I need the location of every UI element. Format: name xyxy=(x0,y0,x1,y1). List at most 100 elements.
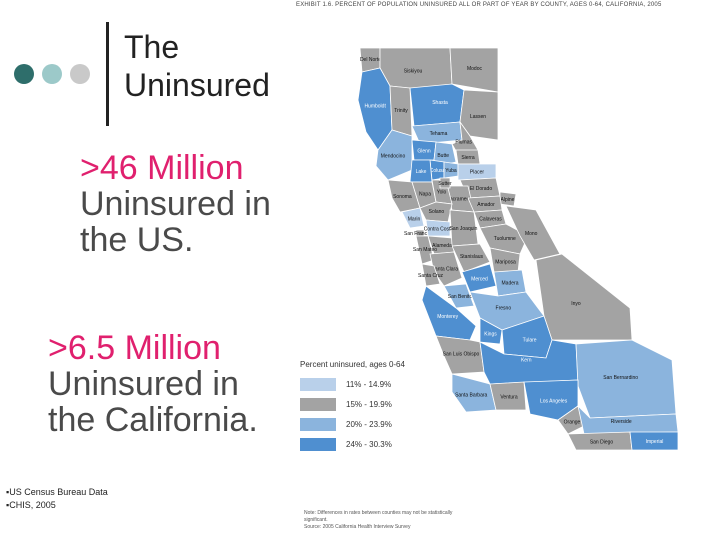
ca-uninsured-line-2: Uninsured in xyxy=(48,365,239,403)
county-label: Butte xyxy=(437,153,449,159)
footnote-note: Note: Differences in rates between count… xyxy=(304,510,453,523)
county-label: Yuba xyxy=(445,168,457,174)
county-label: Alpine xyxy=(501,197,515,203)
county-label: San Benito xyxy=(448,294,473,300)
legend-title: Percent uninsured, ages 0-64 xyxy=(300,360,405,369)
county-label: Tuolumne xyxy=(494,236,516,242)
county-label: Mendocino xyxy=(381,153,406,159)
sources-list: ▪US Census Bureau Data ▪CHIS, 2005 xyxy=(6,486,108,512)
legend-swatch xyxy=(300,377,336,391)
county-label: Contra Costa xyxy=(424,227,454,233)
county-label: El Dorado xyxy=(470,186,492,192)
county-riverside xyxy=(577,404,679,435)
county-label: Modoc xyxy=(467,66,483,72)
county-label: Ventura xyxy=(500,395,517,401)
county-santa-barbara xyxy=(451,373,497,413)
legend-label: 20% - 23.9% xyxy=(346,419,392,429)
legend-row: 20% - 23.9% xyxy=(300,415,460,433)
legend-label: 11% - 14.9% xyxy=(346,379,392,389)
ca-uninsured-line-3: the California. xyxy=(48,401,258,439)
county-label: Plumas xyxy=(455,140,472,146)
ca-uninsured-number: >6.5 Million xyxy=(48,329,221,367)
county-label: Monterey xyxy=(437,314,458,320)
county-label: Imperial xyxy=(646,439,664,445)
county-imperial xyxy=(629,431,679,450)
map-legend: Percent uninsured, ages 0-64 11% - 14.9%… xyxy=(300,360,460,455)
footnote-source: Source: 2005 California Health Interview… xyxy=(304,524,411,530)
ca-uninsured-stat: >6.5 Million Uninsured in the California… xyxy=(48,330,258,438)
county-label: Glenn xyxy=(417,149,431,155)
map-footnote: Note: Differences in rates between count… xyxy=(304,510,464,531)
decorative-dots xyxy=(14,64,90,84)
county-kings xyxy=(479,317,503,345)
county-label: San Mateo xyxy=(413,247,437,253)
county-label: Napa xyxy=(419,192,431,198)
title-line-2: Uninsured xyxy=(124,67,270,103)
county-label: Tehama xyxy=(430,131,448,137)
county-label: Sacramento xyxy=(447,197,474,203)
county-label: Sierra xyxy=(461,155,475,161)
county-label: Merced xyxy=(471,277,488,283)
county-san-diego xyxy=(567,431,633,450)
legend-row: 11% - 14.9% xyxy=(300,375,460,393)
county-label: Shasta xyxy=(432,100,448,106)
slide-title: The Uninsured xyxy=(124,28,270,104)
county-label: Alameda xyxy=(432,243,452,249)
county-contra-costa xyxy=(425,219,451,237)
county-label: Inyo xyxy=(571,301,581,307)
county-label: Del Norte xyxy=(360,57,381,63)
county-label: Siskiyou xyxy=(404,69,423,75)
source-item: ▪US Census Bureau Data xyxy=(6,487,108,497)
legend-swatch xyxy=(300,397,336,411)
county-ventura xyxy=(489,381,527,411)
county-label: Calaveras xyxy=(479,217,502,223)
county-label: Fresno xyxy=(496,305,512,311)
county-label: Lassen xyxy=(470,114,486,120)
legend-row: 24% - 30.3% xyxy=(300,435,460,453)
dot-dark xyxy=(14,64,34,84)
county-label: Sutter xyxy=(438,181,452,187)
county-label: Sonoma xyxy=(393,194,412,200)
county-label: San Joaquin xyxy=(450,226,478,232)
legend-row: 15% - 19.9% xyxy=(300,395,460,413)
county-label: Los Angeles xyxy=(540,398,568,404)
county-mono xyxy=(505,205,561,261)
county-stanislaus xyxy=(451,243,491,273)
county-san-benito xyxy=(443,283,475,309)
county-marin xyxy=(401,207,425,229)
county-label: Marin xyxy=(408,217,421,223)
county-label: Santa Clara xyxy=(432,266,459,272)
us-uninsured-line-2: Uninsured in xyxy=(80,185,271,223)
county-label: Trinity xyxy=(394,108,408,114)
county-santa-cruz xyxy=(421,263,441,287)
county-label: Yolo xyxy=(437,190,447,196)
county-label: Tulare xyxy=(523,338,537,344)
us-uninsured-stat: >46 Million Uninsured in the US. xyxy=(80,150,271,258)
county-label: Amador xyxy=(477,202,495,208)
us-uninsured-number: >46 Million xyxy=(80,149,244,187)
county-label: Placer xyxy=(470,170,485,176)
county-label: Solano xyxy=(429,209,445,215)
county-label: San Francisco xyxy=(404,231,436,237)
legend-swatch xyxy=(300,417,336,431)
county-label: San Luis Obispo xyxy=(443,351,480,357)
source-item: ▪CHIS, 2005 xyxy=(6,500,56,510)
county-label: Orange xyxy=(564,420,581,426)
dot-mid xyxy=(42,64,62,84)
california-county-map: Del Norte Siskiyou Modoc Humboldt Trinity Sha… xyxy=(357,47,679,450)
county-label: San Bernardino xyxy=(603,375,638,381)
county-label: Kings xyxy=(484,332,497,338)
county-label: Mariposa xyxy=(495,260,516,266)
title-divider xyxy=(106,22,109,126)
county-label: Kern xyxy=(521,357,532,363)
county-label: Humboldt xyxy=(364,103,386,109)
county-label: Santa Cruz xyxy=(418,273,444,279)
county-label: Santa Barbara xyxy=(455,392,487,398)
county-label: Colusa xyxy=(430,168,446,174)
legend-swatch xyxy=(300,437,336,451)
county-inyo xyxy=(535,253,633,341)
county-tuolumne xyxy=(479,223,529,255)
county-label: Lake xyxy=(416,169,427,175)
county-label: Riverside xyxy=(611,419,632,425)
exhibit-title: EXHIBIT 1.6. PERCENT OF POPULATION UNINS… xyxy=(296,2,662,8)
